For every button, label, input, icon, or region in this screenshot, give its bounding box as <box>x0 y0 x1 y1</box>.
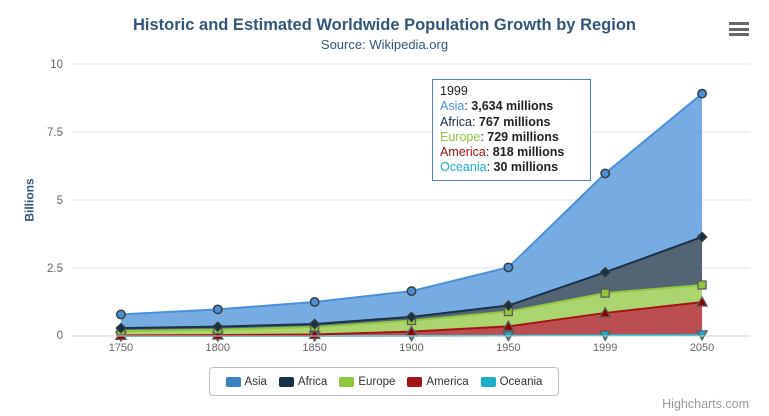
svg-text:1900: 1900 <box>399 342 423 354</box>
svg-text:10: 10 <box>50 59 63 71</box>
svg-text:2050: 2050 <box>690 342 714 354</box>
svg-text:2.5: 2.5 <box>47 263 63 275</box>
svg-text:1950: 1950 <box>496 342 520 354</box>
svg-text:1750: 1750 <box>109 342 133 354</box>
svg-text:1999: 1999 <box>593 342 617 354</box>
svg-text:5: 5 <box>57 195 63 207</box>
svg-text:0: 0 <box>57 330 63 342</box>
svg-text:1850: 1850 <box>302 342 326 354</box>
svg-text:1800: 1800 <box>206 342 230 354</box>
svg-text:7.5: 7.5 <box>47 127 63 139</box>
